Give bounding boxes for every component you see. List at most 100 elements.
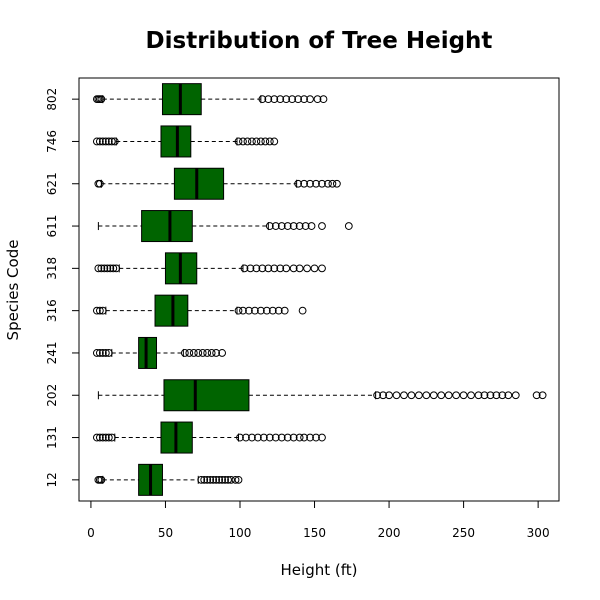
- outlier-point: [98, 306, 107, 315]
- outlier-point: [400, 391, 408, 400]
- outlier-point: [437, 391, 446, 400]
- outlier-point: [452, 391, 461, 400]
- outlier-point: [268, 306, 277, 315]
- outlier-point: [258, 95, 267, 104]
- outlier-point: [251, 306, 259, 315]
- outlier-point: [392, 391, 401, 400]
- outlier-point: [277, 433, 286, 442]
- outlier-point: [92, 433, 101, 442]
- outlier-point: [194, 349, 203, 357]
- outlier-point: [306, 179, 314, 188]
- outlier-point: [109, 264, 118, 273]
- outlier-point: [344, 222, 353, 230]
- outlier-point: [92, 306, 101, 315]
- outlier-point: [206, 475, 215, 484]
- outlier-point: [242, 433, 250, 442]
- outlier-point: [270, 95, 279, 104]
- box-621: [173, 167, 225, 200]
- outlier-point: [324, 179, 332, 188]
- y-tick-label: 241: [45, 341, 59, 364]
- outlier-point: [112, 264, 121, 273]
- outlier-point: [104, 433, 113, 442]
- outlier-point: [227, 475, 235, 484]
- outlier-point: [480, 391, 489, 400]
- outlier-point: [101, 349, 110, 357]
- x-tick-label: 50: [158, 526, 173, 540]
- outlier-point: [106, 264, 115, 273]
- outlier-point: [274, 306, 283, 315]
- outlier-point: [107, 137, 116, 146]
- outlier-point: [301, 222, 310, 230]
- outlier-point: [215, 475, 224, 484]
- box-group-802: [92, 83, 328, 116]
- outlier-point: [318, 433, 326, 442]
- outlier-point: [203, 349, 212, 357]
- outlier-point: [295, 222, 304, 230]
- boxes-layer: [92, 83, 547, 496]
- outlier-point: [282, 264, 291, 273]
- y-tick-label: 318: [45, 257, 59, 280]
- outlier-point: [379, 391, 387, 400]
- outlier-point: [276, 95, 285, 104]
- outlier-point: [289, 264, 298, 273]
- outlier-point: [264, 95, 273, 104]
- outlier-point: [295, 264, 304, 273]
- outlier-point: [212, 475, 221, 484]
- y-tick-label: 611: [45, 215, 59, 238]
- outlier-point: [459, 391, 468, 400]
- outlier-point: [198, 349, 207, 357]
- outlier-point: [467, 391, 475, 400]
- outlier-point: [422, 391, 431, 400]
- outlier-point: [261, 137, 270, 146]
- box-611: [141, 210, 193, 243]
- outlier-point: [264, 264, 273, 273]
- outlier-point: [328, 179, 337, 188]
- outlier-point: [300, 95, 308, 104]
- outlier-point: [414, 391, 423, 400]
- outlier-point: [197, 475, 206, 484]
- outlier-point: [306, 95, 314, 104]
- outlier-point: [95, 433, 104, 442]
- box-group-621: [94, 167, 341, 200]
- outlier-point: [259, 433, 268, 442]
- outlier-point: [319, 95, 328, 104]
- outlier-point: [203, 475, 212, 484]
- outlier-point: [280, 306, 289, 315]
- y-tick-label: 12: [45, 472, 59, 487]
- outlier-point: [104, 137, 113, 146]
- outlier-point: [289, 222, 298, 230]
- outlier-point: [294, 95, 303, 104]
- outlier-point: [312, 433, 320, 442]
- outlier-point: [283, 222, 292, 230]
- outlier-point: [332, 179, 341, 188]
- x-tick-label: 300: [527, 526, 550, 540]
- outlier-point: [407, 391, 416, 400]
- box-group-746: [92, 125, 279, 158]
- outlier-point: [298, 306, 307, 315]
- outlier-point: [310, 264, 319, 273]
- box-group-318: [94, 252, 326, 285]
- outlier-point: [253, 433, 262, 442]
- outlier-point: [511, 391, 520, 400]
- box-group-611: [97, 210, 353, 243]
- outlier-point: [282, 95, 291, 104]
- outlier-point: [95, 137, 104, 146]
- x-tick-label: 150: [303, 526, 326, 540]
- outlier-point: [265, 433, 274, 442]
- outlier-point: [189, 349, 198, 357]
- y-tick-label: 746: [45, 130, 59, 153]
- outlier-point: [504, 391, 513, 400]
- y-tick-label: 802: [45, 88, 59, 111]
- outlier-point: [538, 391, 547, 400]
- outlier-point: [474, 391, 483, 400]
- outlier-point: [289, 433, 298, 442]
- outlier-point: [207, 349, 216, 357]
- outlier-point: [224, 475, 232, 484]
- outlier-point: [248, 137, 256, 146]
- chart-title: Distribution of Tree Height: [146, 28, 493, 54]
- outlier-point: [429, 391, 438, 400]
- outlier-point: [306, 433, 314, 442]
- outlier-point: [246, 264, 255, 273]
- box-group-12: [94, 463, 243, 496]
